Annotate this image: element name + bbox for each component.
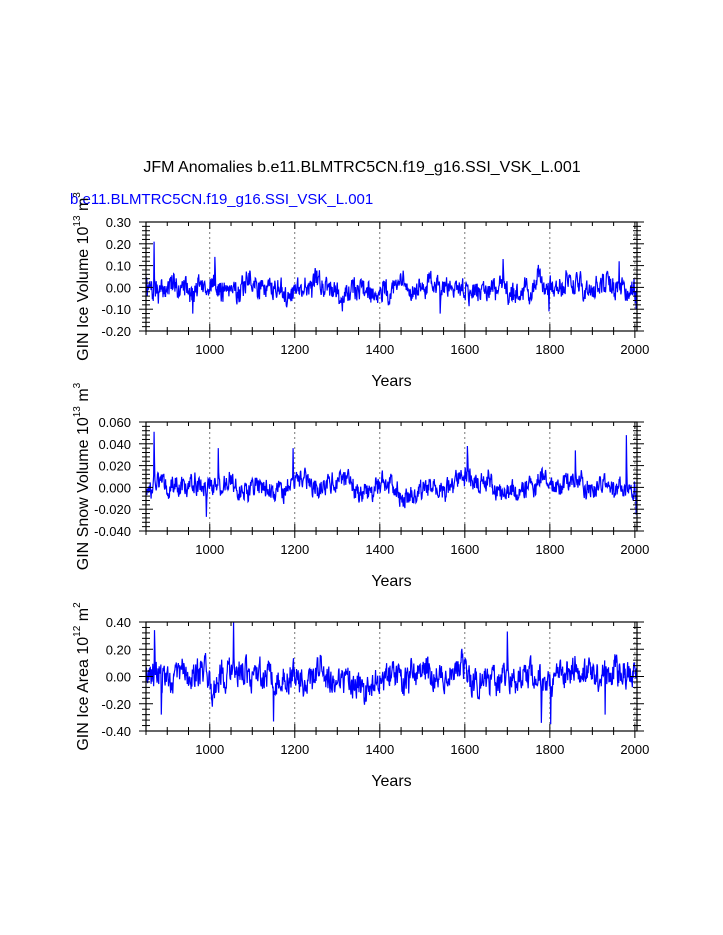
x-tick-label: 1800 [535, 742, 564, 757]
y-tick-label: 0.060 [98, 415, 131, 430]
panel-3: 1000 1200 1400 1600 1800 2000 -0.40 -0.20 0.00 0.… [72, 602, 649, 790]
x-tick-label: 1400 [365, 742, 394, 757]
y-tick-label: -0.40 [101, 724, 131, 739]
x-tick-label: 1600 [450, 742, 479, 757]
y-tick-label: 0.10 [106, 259, 131, 274]
y-tick-label: -0.10 [101, 302, 131, 317]
y-tick-label: 0.040 [98, 437, 131, 452]
y-tick-label: -0.020 [94, 502, 131, 517]
plot-frame [145, 421, 638, 532]
y-tick-label: 0.20 [106, 237, 131, 252]
y-axis-label: GIN Ice Volume 1013 m3 [72, 192, 92, 361]
y-axis-label: GIN Snow Volume 1013 m3 [72, 382, 92, 570]
y-axis-label: GIN Ice Area 1012 m2 [72, 602, 92, 751]
y-tick-label: -0.20 [101, 697, 131, 712]
y-tick-label: 0.00 [106, 280, 131, 295]
x-tick-label: 1600 [450, 542, 479, 557]
x-tick-label: 2000 [620, 742, 649, 757]
y-tick-label: 0.00 [106, 670, 131, 685]
y-tick-label: -0.20 [101, 324, 131, 339]
panel-1: 1000 1200 1400 1600 1800 2000 -0.20 -0.10 0.00 0.… [72, 192, 649, 390]
x-axis-label: Years [371, 573, 411, 590]
series-line [145, 621, 638, 725]
series-line [145, 431, 638, 517]
panel-2: 1000 1200 1400 1600 1800 2000 -0.040 -0.020 0.00… [72, 382, 649, 590]
x-tick-label: 1000 [195, 542, 224, 557]
series-line [145, 241, 638, 314]
y-tick-label: -0.040 [94, 524, 131, 539]
x-tick-label: 1800 [535, 542, 564, 557]
chart-title: JFM Anomalies b.e11.BLMTRC5CN.f19_g16.SS… [143, 159, 580, 176]
x-axis-label: Years [371, 773, 411, 790]
x-tick-label: 2000 [620, 542, 649, 557]
x-tick-label: 1200 [280, 542, 309, 557]
x-tick-label: 1400 [365, 542, 394, 557]
x-tick-label: 1400 [365, 342, 394, 357]
plot-frame [145, 221, 638, 332]
y-tick-label: 0.30 [106, 215, 131, 230]
y-tick-label: 0.40 [106, 615, 131, 630]
x-tick-label: 1200 [280, 742, 309, 757]
x-tick-label: 1000 [195, 742, 224, 757]
x-tick-label: 2000 [620, 342, 649, 357]
x-tick-label: 1000 [195, 342, 224, 357]
x-tick-label: 1600 [450, 342, 479, 357]
chart-subtitle: b.e11.BLMTRC5CN.f19_g16.SSI_VSK_L.001 [70, 191, 373, 208]
y-tick-label: 0.20 [106, 642, 131, 657]
y-tick-label: 0.000 [98, 480, 131, 495]
y-tick-label: 0.020 [98, 459, 131, 474]
x-tick-label: 1200 [280, 342, 309, 357]
x-axis-label: Years [371, 373, 411, 390]
x-tick-label: 1800 [535, 342, 564, 357]
